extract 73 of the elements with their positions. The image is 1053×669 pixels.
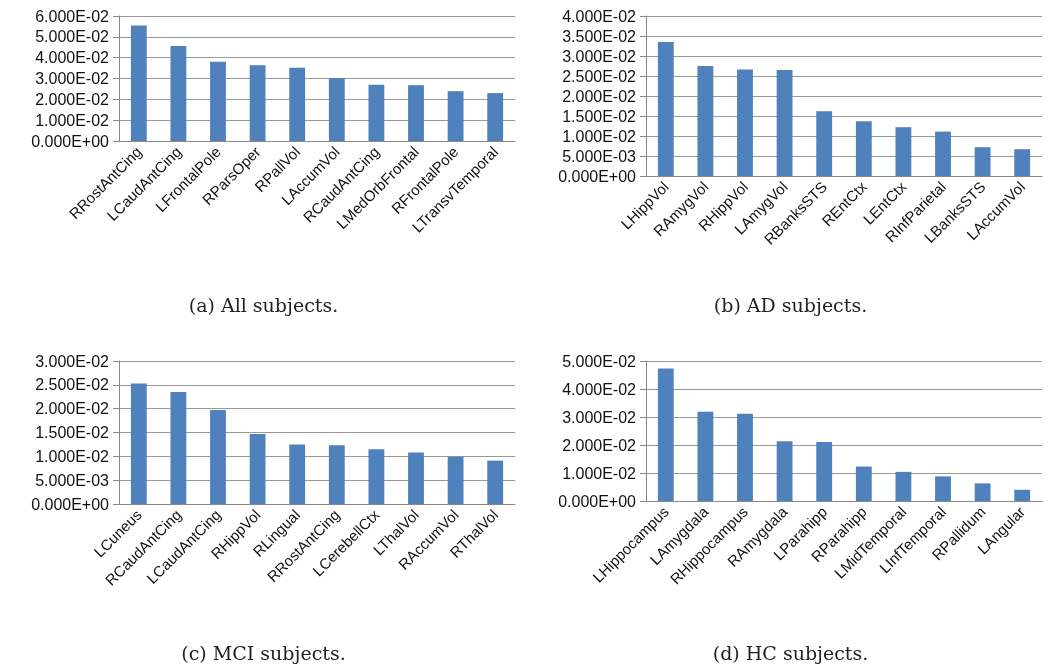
bar — [776, 70, 793, 176]
bar — [935, 476, 951, 501]
bar — [974, 147, 991, 176]
bar — [487, 93, 504, 141]
bar — [657, 368, 674, 501]
y-tick-label: 4.000E-02 — [35, 49, 110, 67]
bar — [737, 413, 753, 501]
text: (a) All subjects. — [188, 293, 339, 316]
bar — [816, 441, 833, 501]
y-tick-label: 1.000E-02 — [35, 111, 110, 129]
bar — [697, 66, 714, 176]
bar — [368, 449, 385, 504]
text: (b) AD subjects. — [713, 293, 868, 316]
y-tick-label: 0.000E+00 — [31, 132, 110, 150]
text: (c) MCI subjects. — [181, 641, 346, 664]
bar — [170, 46, 187, 141]
y-tick-label: 2.000E-02 — [35, 400, 110, 418]
y-tick-label: 3.000E-02 — [35, 70, 110, 87]
bar — [487, 460, 504, 504]
bar — [408, 85, 424, 141]
text: (d) HC subjects. — [712, 641, 869, 664]
bar — [935, 131, 951, 176]
y-tick-label: 0.000E+00 — [558, 492, 637, 510]
y-tick-label: 0.000E+00 — [558, 167, 637, 185]
y-tick-label: 2.000E-02 — [562, 87, 637, 105]
bar — [447, 91, 464, 141]
y-tick-label: 3.000E-02 — [562, 408, 637, 426]
bar — [130, 25, 147, 141]
bar — [249, 433, 266, 504]
bar — [170, 391, 187, 504]
y-tick-label: 1.000E-02 — [562, 464, 637, 482]
y-tick-label: 3.500E-02 — [562, 27, 637, 45]
bar — [408, 452, 424, 504]
bar — [130, 383, 147, 504]
bar — [657, 42, 674, 176]
bar — [1014, 149, 1031, 176]
bar — [1014, 489, 1031, 501]
bar — [447, 456, 464, 504]
bar — [249, 65, 266, 141]
y-tick-label: 4.000E-02 — [562, 7, 637, 25]
bar — [855, 466, 872, 501]
y-tick-label: 1.500E-02 — [562, 107, 637, 125]
bar — [895, 471, 912, 501]
y-tick-label: 1.500E-02 — [35, 424, 110, 441]
y-tick-label: 2.000E-02 — [562, 436, 637, 454]
y-tick-label: 5.000E-03 — [35, 471, 110, 489]
bar — [328, 445, 345, 504]
y-tick-label: 5.000E-03 — [562, 147, 637, 165]
y-tick-label: 3.000E-02 — [562, 47, 637, 65]
y-tick-label: 1.000E-02 — [35, 447, 110, 465]
bar — [289, 67, 306, 141]
bar — [289, 444, 306, 504]
y-tick-label: 5.000E-02 — [562, 352, 637, 370]
bar — [895, 127, 912, 176]
y-tick-label: 3.000E-02 — [35, 352, 110, 370]
bar — [328, 77, 345, 141]
y-tick-label: 2.000E-02 — [35, 90, 110, 108]
y-tick-label: 0.000E+00 — [31, 495, 110, 513]
y-tick-label: 2.500E-02 — [562, 67, 637, 85]
y-tick-label: 2.500E-02 — [35, 376, 110, 394]
bar — [210, 410, 226, 504]
bar — [368, 84, 385, 141]
bar — [816, 111, 833, 176]
y-tick-label: 4.000E-02 — [562, 380, 637, 398]
bar — [974, 483, 991, 501]
y-tick-label: 6.000E-02 — [35, 7, 110, 25]
bar — [210, 61, 226, 141]
bar — [737, 69, 753, 176]
y-tick-label: 1.000E-02 — [562, 127, 637, 145]
bar — [697, 411, 714, 501]
bar — [776, 441, 793, 501]
y-tick-label: 5.000E-02 — [35, 28, 110, 46]
bar — [855, 121, 872, 176]
